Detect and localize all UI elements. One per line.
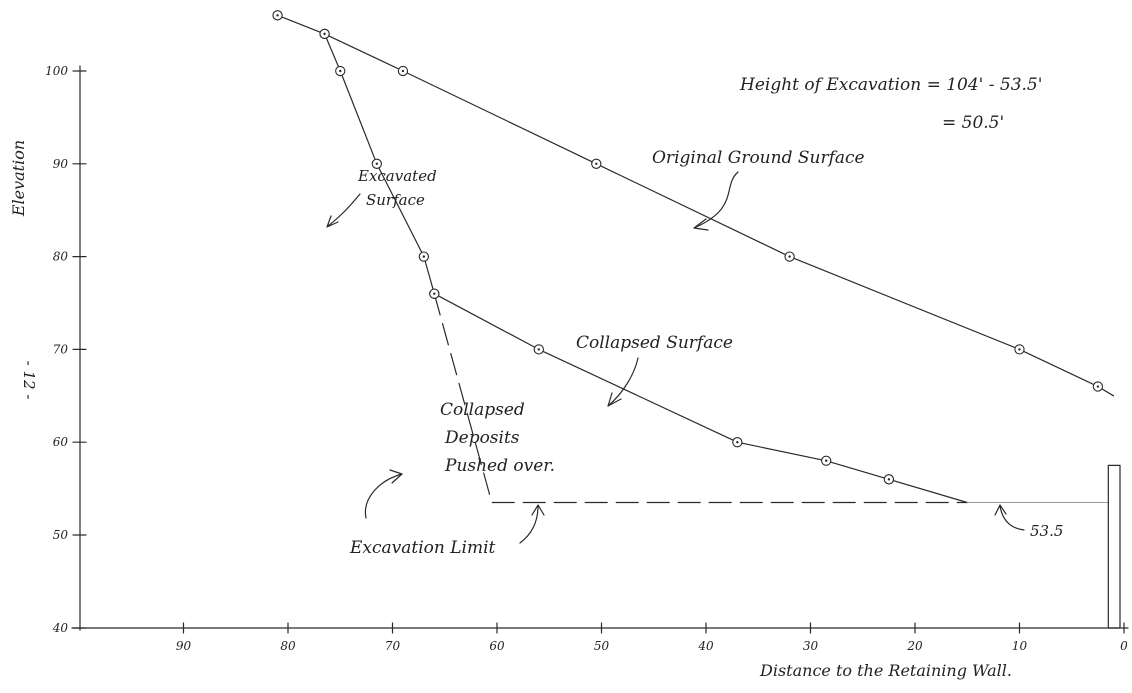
x-tick-label: 10 [1012, 639, 1028, 653]
deposits-label-1: Collapsed [440, 400, 525, 420]
y-tick-label: 100 [45, 64, 68, 78]
collapsed-surface-arrowhead [607, 392, 622, 407]
survey-point-center [375, 162, 379, 165]
x-tick-label: 50 [594, 639, 610, 653]
profile-line [433, 293, 968, 504]
deposits-arrow [364, 473, 403, 519]
survey-point-center [1018, 348, 1021, 351]
excavation-limit-arrowhead [531, 504, 545, 516]
y-tick-label: 50 [53, 528, 69, 542]
survey-point-center [339, 69, 342, 73]
excavated-arrow [327, 193, 361, 227]
x-ticks: 90 80 70 60 50 40 30 20 10 0 [176, 622, 1128, 653]
original-ground-arrowhead [693, 218, 709, 231]
original-ground-label: Original Ground Surface [652, 148, 865, 168]
y-tick-label: 40 [52, 621, 69, 635]
x-tick-label: 0 [1120, 639, 1128, 653]
excavated-label-2: Surface [366, 191, 425, 209]
level-value-label: 53.5 [1030, 522, 1063, 540]
profile-line [277, 14, 1115, 397]
survey-point-center [788, 255, 791, 258]
annotations: Height of Excavation = 104' - 53.5' = 50… [326, 75, 1063, 558]
survey-point-center [433, 292, 436, 295]
survey-point-center [422, 255, 426, 258]
retaining-wall [1107, 464, 1121, 629]
collapsed-surface-arrow [607, 357, 639, 407]
height-note-line2: = 50.5' [942, 113, 1004, 133]
survey-point-center [276, 14, 279, 17]
excavated-label-1: Excavated [357, 167, 437, 185]
x-axis-title: Distance to the Retaining Wall. [759, 661, 1012, 680]
y-tick-label: 80 [53, 250, 69, 264]
deposits-label-3: Pushed over. [444, 456, 555, 476]
level-value-arrow [999, 505, 1025, 531]
x-tick-label: 70 [385, 639, 401, 653]
profile-line [433, 293, 968, 504]
x-tick-label: 20 [906, 639, 923, 653]
x-tick-label: 40 [697, 639, 714, 653]
survey-point-center [736, 441, 739, 444]
y-axis-title: Elevation [9, 140, 28, 217]
y-tick-label: 60 [53, 435, 69, 449]
collapsed-surface-label: Collapsed Surface [576, 333, 733, 353]
survey-point-center [537, 348, 540, 351]
original-ground-arrow [693, 171, 739, 229]
excavated-arrowhead [326, 215, 339, 228]
x-tick-label: 30 [803, 639, 819, 653]
survey-point-center [595, 162, 598, 165]
y-tick-label: 70 [53, 342, 69, 356]
x-tick-label: 60 [489, 639, 505, 653]
survey-point-center [824, 459, 828, 462]
survey-point-center [401, 69, 405, 73]
y-tick-label: 90 [53, 157, 69, 171]
page-number: - 12 - [20, 361, 38, 400]
excavation-limit-arrow [519, 505, 539, 544]
height-note-line1: Height of Excavation = 104' - 53.5' [739, 75, 1042, 95]
survey-point-center [1096, 385, 1100, 388]
x-tick-label: 90 [176, 639, 192, 653]
deposits-arrowhead [389, 469, 403, 484]
deposits-label-2: Deposits [444, 428, 520, 448]
survey-points [272, 10, 1104, 485]
survey-point-center [323, 32, 326, 36]
x-tick-label: 80 [280, 639, 296, 653]
excavation-limit-label: Excavation Limit [349, 538, 496, 558]
level-value-arrowhead [994, 504, 1007, 516]
y-ticks: 40 50 60 70 80 90 100 [45, 64, 87, 635]
survey-point-center [887, 478, 891, 481]
